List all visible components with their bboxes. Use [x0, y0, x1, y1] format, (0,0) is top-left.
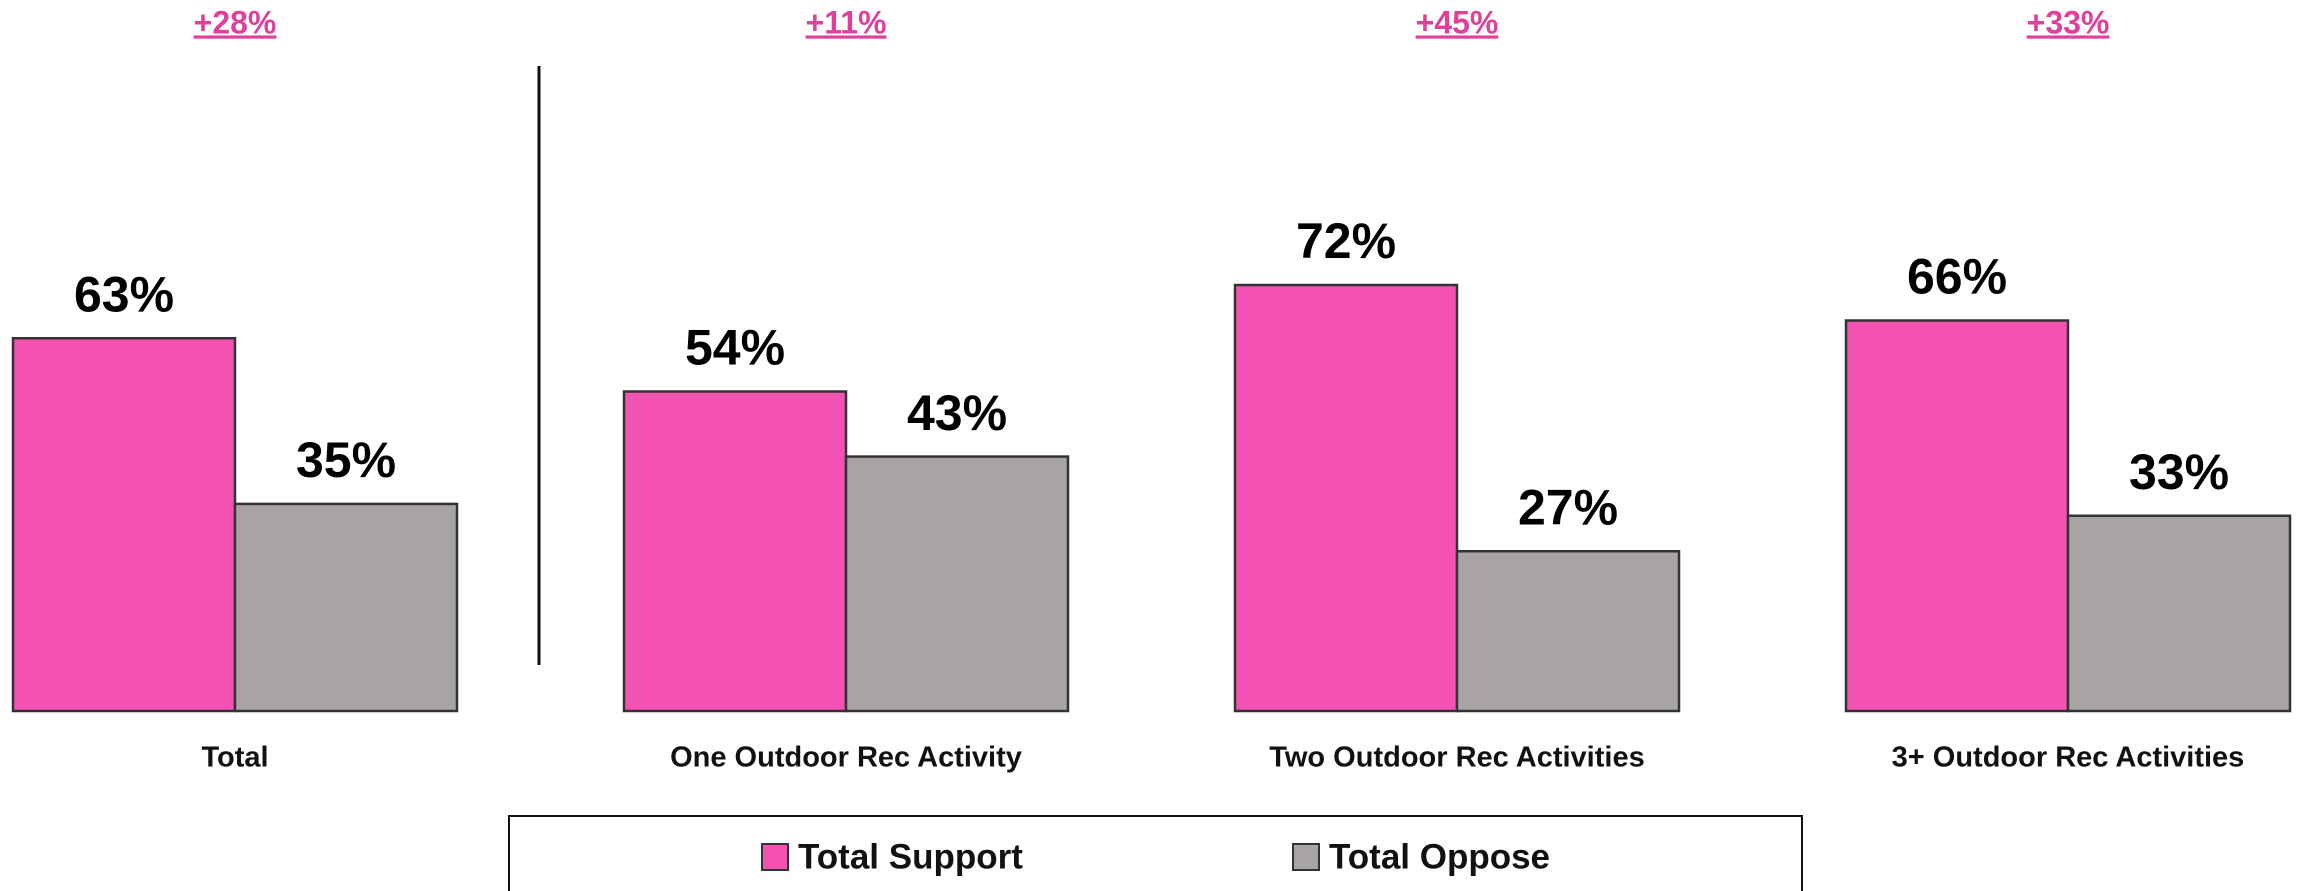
x-tick-label: Two Outdoor Rec Activities [1269, 742, 1644, 774]
value-label: 72% [1296, 213, 1396, 269]
bar [844, 455, 1070, 713]
bar [1844, 319, 2070, 713]
value-label: 66% [1907, 249, 2007, 305]
bar [2066, 514, 2292, 713]
bar [622, 390, 848, 713]
bar [11, 337, 237, 713]
x-tick-label: Total [201, 742, 268, 774]
value-label: 33% [2129, 444, 2229, 500]
legend-label: Total Support [798, 837, 1023, 876]
annotation: +45% [1416, 4, 1499, 40]
annotation: +28% [194, 4, 277, 40]
legend-swatch [761, 843, 789, 871]
value-label: 35% [296, 432, 396, 488]
annotation: +33% [2027, 4, 2110, 40]
value-label: 43% [907, 385, 1007, 441]
bar [1233, 283, 1459, 713]
x-tick-label: One Outdoor Rec Activity [670, 742, 1022, 774]
legend-label: Total Oppose [1329, 837, 1550, 876]
value-label: 27% [1518, 479, 1618, 535]
value-label: 54% [685, 320, 785, 376]
annotation: +11% [806, 4, 887, 40]
legend-box [508, 815, 1803, 891]
x-tick-label: 3+ Outdoor Rec Activities [1892, 742, 2245, 774]
bar [1455, 550, 1681, 713]
value-label: 63% [74, 266, 174, 322]
bar [233, 502, 459, 713]
legend-swatch [1292, 843, 1320, 871]
